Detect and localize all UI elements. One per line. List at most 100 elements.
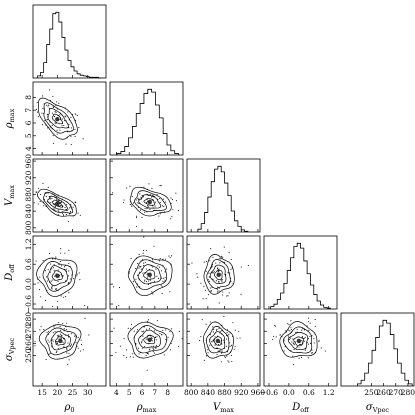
sample-point: [33, 202, 35, 204]
histogram-steps: [270, 242, 331, 309]
sample-point: [36, 111, 39, 113]
contour-core: [296, 338, 302, 344]
sample-point: [48, 341, 50, 343]
sample-point: [126, 187, 128, 189]
sample-point: [68, 334, 70, 336]
x-tick-label: 4: [114, 388, 119, 397]
sample-point: [324, 350, 326, 352]
panel-frame: [186, 235, 261, 310]
sample-point: [130, 257, 132, 260]
sample-point: [68, 281, 70, 283]
sample-point: [56, 350, 58, 353]
sample-point: [223, 246, 225, 248]
sample-point: [220, 349, 222, 351]
sample-point: [54, 206, 57, 208]
sample-point: [69, 345, 71, 347]
sample-point: [224, 356, 226, 358]
contour-core: [147, 199, 152, 205]
sample-point: [81, 344, 83, 346]
contour-level: [214, 269, 223, 280]
sample-point: [52, 258, 54, 260]
histogram-Doff: [263, 235, 338, 310]
sample-point: [149, 209, 151, 211]
contour-level: [283, 326, 313, 354]
sample-point: [151, 336, 153, 338]
sample-point: [39, 276, 41, 278]
sample-point: [310, 352, 312, 354]
sample-point: [284, 346, 286, 348]
sample-point: [155, 345, 158, 347]
sample-point: [211, 265, 213, 267]
sample-point: [42, 124, 44, 126]
sample-point: [49, 271, 51, 273]
sample-point: [226, 295, 228, 297]
sample-point: [142, 335, 144, 337]
sample-point: [80, 339, 82, 341]
sample-point: [135, 268, 137, 270]
sample-point: [208, 272, 210, 274]
sample-point: [135, 217, 138, 219]
sample-point: [68, 123, 70, 125]
sample-point: [52, 135, 54, 137]
sample-point: [68, 352, 70, 354]
sample-point: [308, 317, 310, 319]
sample-point: [185, 211, 186, 212]
y-tick-label: 1.2: [24, 238, 33, 250]
y-axis-label-Doff: Doff: [4, 263, 16, 282]
sample-point: [38, 187, 40, 189]
x-tick-label: 1.2: [323, 388, 335, 397]
sample-point: [218, 270, 220, 272]
sample-point: [84, 305, 86, 307]
sample-point: [68, 292, 70, 294]
sample-point: [51, 285, 53, 287]
sample-point: [60, 333, 62, 335]
sample-point: [132, 353, 134, 355]
sample-point: [152, 205, 154, 207]
sample-point: [48, 195, 50, 197]
sample-point: [147, 280, 150, 282]
y-tick-label: 880: [24, 187, 33, 202]
sample-point: [147, 319, 149, 321]
sample-point: [171, 215, 173, 217]
panel-frame: [186, 312, 261, 387]
sample-point: [161, 286, 163, 288]
sample-point: [169, 349, 172, 351]
sample-point: [39, 193, 42, 196]
sample-point: [44, 270, 46, 272]
sample-point: [229, 272, 231, 274]
sample-point: [41, 112, 43, 114]
sample-point: [136, 215, 138, 217]
sample-point: [288, 335, 290, 337]
sample-point: [51, 268, 53, 270]
sample-point: [129, 185, 131, 188]
sample-point: [309, 335, 311, 337]
sample-point: [128, 272, 130, 274]
sample-point: [55, 288, 57, 290]
sample-point: [35, 191, 37, 193]
y-axis-label-Vmax: Vmax: [4, 185, 16, 206]
sample-point: [222, 294, 224, 296]
sample-point: [210, 290, 213, 292]
sample-point: [78, 272, 80, 274]
sample-point: [149, 328, 151, 330]
sample-point: [240, 293, 242, 295]
sample-point: [75, 113, 77, 115]
sample-point: [149, 279, 151, 281]
sample-point: [56, 335, 58, 337]
sample-point: [161, 277, 163, 279]
sample-point: [62, 341, 64, 343]
sample-point: [153, 348, 155, 350]
contour-core: [55, 273, 60, 279]
sample-point: [169, 256, 171, 259]
sample-point: [311, 349, 313, 351]
sample-point: [216, 268, 219, 270]
sample-point: [200, 282, 202, 284]
sample-point: [52, 340, 54, 342]
sample-point: [247, 265, 249, 267]
sample-point: [191, 262, 193, 264]
sample-point: [70, 211, 72, 213]
panel-frame: [32, 4, 107, 79]
sample-point: [118, 305, 120, 307]
sample-point: [155, 268, 157, 270]
histogram-Vmax: [186, 158, 261, 233]
